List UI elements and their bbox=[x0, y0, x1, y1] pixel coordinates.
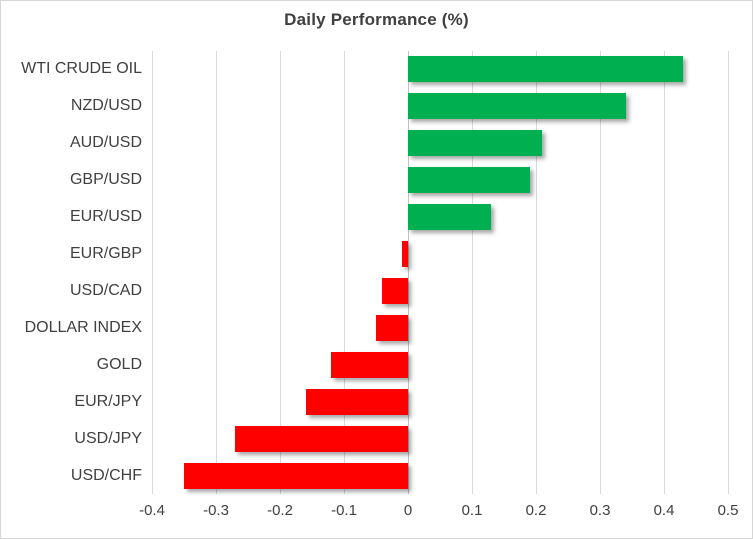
plot-area bbox=[151, 51, 729, 494]
bar-usd-jpy bbox=[235, 425, 408, 452]
gridline bbox=[343, 51, 345, 494]
chart-title: Daily Performance (%) bbox=[284, 10, 469, 29]
bar-usd-cad bbox=[382, 277, 408, 304]
category-label-eur-usd: EUR/USD bbox=[69, 208, 142, 226]
x-tick-label-0-3: -0.3 bbox=[203, 502, 229, 519]
category-label-eur-jpy: EUR/JPY bbox=[74, 392, 142, 410]
bar-gbp-usd bbox=[408, 167, 530, 194]
category-axis: WTI CRUDE OIL NZD/USD AUD/USD GBP/USD EUR/US… bbox=[1, 51, 142, 494]
gridline bbox=[727, 51, 729, 494]
category-label-eur-gbp: EUR/GBP bbox=[69, 245, 142, 263]
x-tick-label-0-2: 0.2 bbox=[525, 502, 547, 519]
category-label-wti-crude-oil: WTI CRUDE OIL bbox=[21, 60, 142, 78]
gridline bbox=[663, 51, 665, 494]
category-label-dollar-index: DOLLAR INDEX bbox=[24, 318, 142, 336]
gridline bbox=[471, 51, 473, 494]
category-label-usd-chf: USD/CHF bbox=[70, 466, 142, 484]
gridline bbox=[215, 51, 217, 494]
gridline bbox=[279, 51, 281, 494]
bar-gold bbox=[331, 351, 408, 378]
x-tick-label-0-2: -0.2 bbox=[267, 502, 293, 519]
bar-dollar-index bbox=[376, 314, 408, 341]
x-tick-label-0-1: 0.1 bbox=[461, 502, 483, 519]
bar-eur-jpy bbox=[305, 388, 408, 415]
gridline bbox=[535, 51, 537, 494]
x-tick-label-0-4: -0.4 bbox=[139, 502, 165, 519]
x-tick-label-0-3: 0.3 bbox=[589, 502, 611, 519]
value-axis: -0.4 -0.3 -0.2 -0.1 0 0.1 0.2 0.3 0.4 0.5 bbox=[139, 502, 738, 524]
category-label-gbp-usd: GBP/USD bbox=[69, 171, 142, 189]
category-label-usd-cad: USD/CAD bbox=[69, 281, 142, 299]
bar-nzd-usd bbox=[408, 93, 626, 120]
gridline bbox=[599, 51, 601, 494]
category-label-gold: GOLD bbox=[96, 355, 142, 373]
bar-eur-usd bbox=[408, 204, 492, 231]
category-label-aud-usd: AUD/USD bbox=[69, 134, 142, 152]
x-tick-label-0-1: -0.1 bbox=[331, 502, 357, 519]
bar-aud-usd bbox=[408, 130, 543, 157]
bar-usd-chf bbox=[184, 462, 408, 489]
category-label-nzd-usd: NZD/USD bbox=[70, 97, 142, 115]
x-tick-label-0-5: 0.5 bbox=[717, 502, 739, 519]
x-tick-label-0-4: 0.4 bbox=[653, 502, 675, 519]
zero-axis-line bbox=[407, 51, 409, 494]
x-tick-label-0: 0 bbox=[403, 502, 413, 519]
bar-wti-crude-oil bbox=[408, 56, 684, 83]
bar-eur-gbp bbox=[401, 241, 408, 268]
category-label-usd-jpy: USD/JPY bbox=[74, 429, 142, 447]
gridline bbox=[151, 51, 153, 494]
